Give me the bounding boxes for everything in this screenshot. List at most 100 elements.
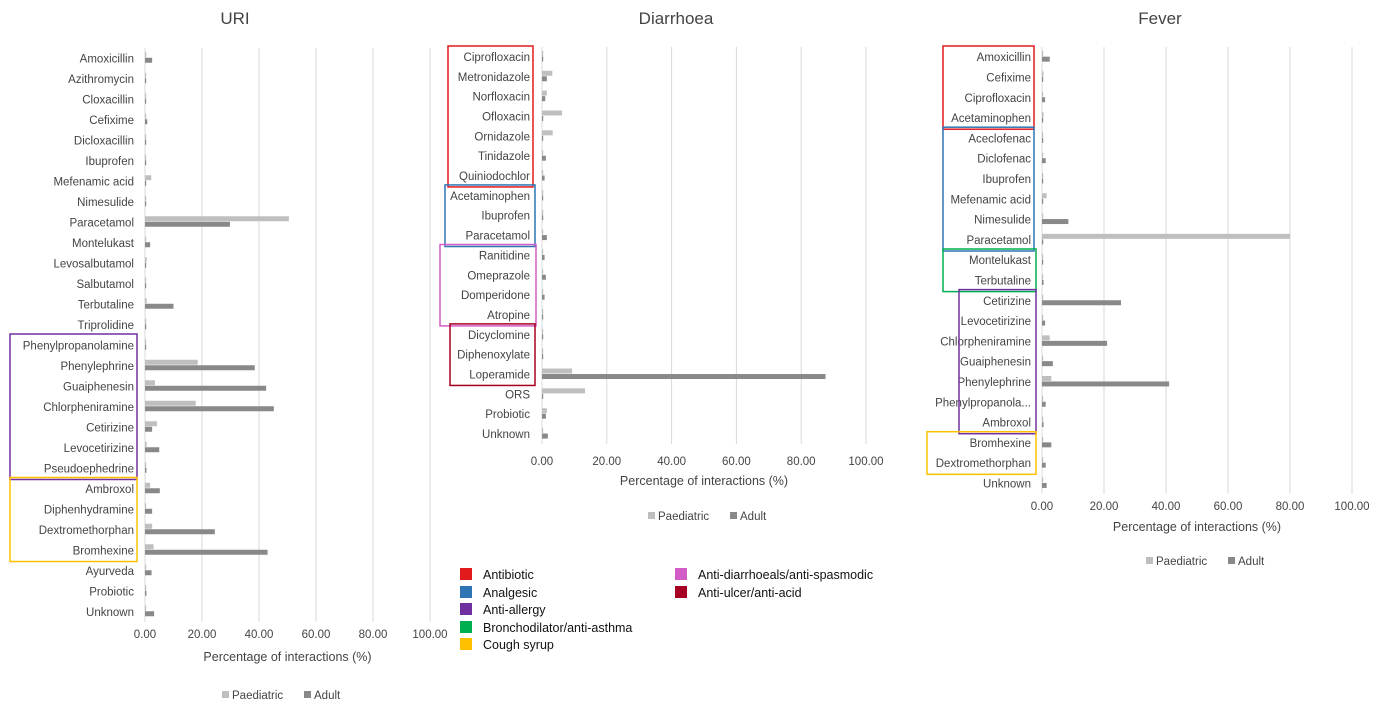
- bar-paediatric: [145, 482, 151, 488]
- bar-adult: [542, 354, 544, 360]
- category-label: Amoxicillin: [977, 52, 1031, 64]
- category-label: Ibuprofen: [982, 174, 1031, 186]
- bar-adult: [1042, 422, 1044, 428]
- bar-adult: [1042, 381, 1170, 387]
- bar-paediatric: [1042, 254, 1044, 260]
- category-label: Ambroxol: [982, 418, 1031, 430]
- class-key-label: Cough syrup: [483, 638, 554, 652]
- bar-paediatric: [145, 503, 147, 509]
- bar-adult: [145, 119, 148, 125]
- category-label: Nimesulide: [974, 215, 1031, 227]
- category-label: Paracetamol: [966, 235, 1031, 247]
- class-key-swatch: [460, 603, 472, 615]
- x-tick-label: 60.00: [722, 456, 751, 468]
- category-label: Metronidazole: [458, 72, 530, 84]
- category-label: Tinidazole: [478, 151, 530, 163]
- category-label: Ciprofloxacin: [965, 93, 1031, 105]
- legend-label-paediatric: Paediatric: [658, 511, 709, 523]
- category-label: Domperidone: [461, 290, 530, 302]
- bar-adult: [145, 57, 153, 63]
- bar-adult: [542, 274, 546, 280]
- bar-paediatric: [1042, 457, 1044, 463]
- class-key-swatch: [460, 586, 472, 598]
- category-label: Montelukast: [72, 238, 135, 250]
- bar-paediatric: [1042, 91, 1044, 97]
- class-key-swatch: [675, 586, 687, 598]
- bar-adult: [145, 488, 160, 494]
- bar-adult: [1042, 442, 1052, 448]
- bar-adult: [542, 334, 544, 340]
- category-label: Triprolidine: [78, 320, 134, 332]
- category-label: Phenylephrine: [60, 361, 134, 373]
- bar-adult: [145, 283, 147, 289]
- category-label: Atropine: [487, 310, 530, 322]
- x-tick-label: 80.00: [787, 456, 816, 468]
- bar-adult: [542, 294, 545, 300]
- bar-paediatric: [1042, 152, 1044, 158]
- bar-paediatric: [1042, 355, 1044, 361]
- bar-paediatric: [145, 175, 152, 181]
- bar-adult: [145, 385, 267, 391]
- category-label: Paracetamol: [69, 217, 134, 229]
- category-label: Loperamide: [469, 370, 530, 382]
- legend-label-adult: Adult: [740, 511, 767, 523]
- bar-adult: [542, 115, 544, 121]
- bar-paediatric: [1042, 335, 1050, 341]
- x-tick-label: 100.00: [1334, 501, 1369, 513]
- bar-adult: [542, 56, 544, 62]
- x-axis-title: Percentage of interactions (%): [1113, 520, 1281, 534]
- bar-adult: [145, 590, 147, 596]
- class-group-box: [447, 45, 534, 188]
- bar-adult: [542, 96, 546, 102]
- x-tick-label: 40.00: [657, 456, 686, 468]
- bar-adult: [542, 235, 547, 241]
- x-tick-label: 40.00: [245, 629, 274, 641]
- class-group-box: [926, 430, 1037, 476]
- bar-adult: [145, 98, 147, 104]
- legend-label-adult: Adult: [314, 690, 341, 702]
- category-label: Cloxacillin: [82, 94, 134, 106]
- class-group-box: [439, 243, 537, 327]
- bar-paediatric: [542, 150, 544, 156]
- category-label: Phenylpropanola...: [935, 397, 1031, 409]
- bar-paediatric: [542, 269, 544, 275]
- bar-paediatric: [1042, 274, 1044, 280]
- category-label: Omeprazole: [467, 270, 530, 282]
- legend-swatch-paediatric: [1146, 557, 1153, 564]
- bar-adult: [542, 195, 544, 201]
- class-key-swatch: [460, 568, 472, 580]
- category-label: Ofloxacin: [482, 111, 530, 123]
- category-label: Dextromethorphan: [936, 458, 1031, 470]
- category-label: Dextromethorphan: [39, 525, 134, 537]
- legend-label-paediatric: Paediatric: [232, 690, 283, 702]
- x-tick-label: 20.00: [1090, 501, 1119, 513]
- category-label: Mefenamic acid: [53, 176, 134, 188]
- category-label: Ayurveda: [86, 566, 135, 578]
- bar-adult: [542, 393, 544, 399]
- bar-adult: [145, 303, 174, 309]
- bar-paediatric: [1042, 112, 1044, 118]
- bar-paediatric: [1042, 51, 1044, 57]
- class-key-label: Analgesic: [483, 586, 537, 600]
- category-label: Diphenhydramine: [44, 504, 134, 516]
- bar-paediatric: [1042, 172, 1044, 178]
- panel-title: Fever: [1138, 9, 1182, 28]
- bar-paediatric: [145, 216, 289, 222]
- bar-paediatric: [1042, 416, 1044, 422]
- bar-paediatric: [145, 195, 147, 201]
- category-label: Norfloxacin: [472, 92, 530, 104]
- bar-adult: [145, 221, 230, 227]
- category-label: Dicyclomine: [468, 330, 530, 342]
- class-group-box: [444, 184, 536, 248]
- bar-paediatric: [542, 189, 544, 195]
- x-tick-label: 0.00: [531, 456, 553, 468]
- bar-adult: [145, 242, 151, 248]
- bar-adult: [542, 76, 547, 82]
- class-key-swatch: [675, 568, 687, 580]
- x-axis-title: Percentage of interactions (%): [620, 474, 788, 488]
- class-group-box: [942, 248, 1037, 293]
- legend-swatch-adult: [304, 691, 311, 698]
- x-tick-label: 0.00: [1031, 501, 1053, 513]
- x-axis-title: Percentage of interactions (%): [203, 650, 371, 664]
- bar-paediatric: [145, 318, 147, 324]
